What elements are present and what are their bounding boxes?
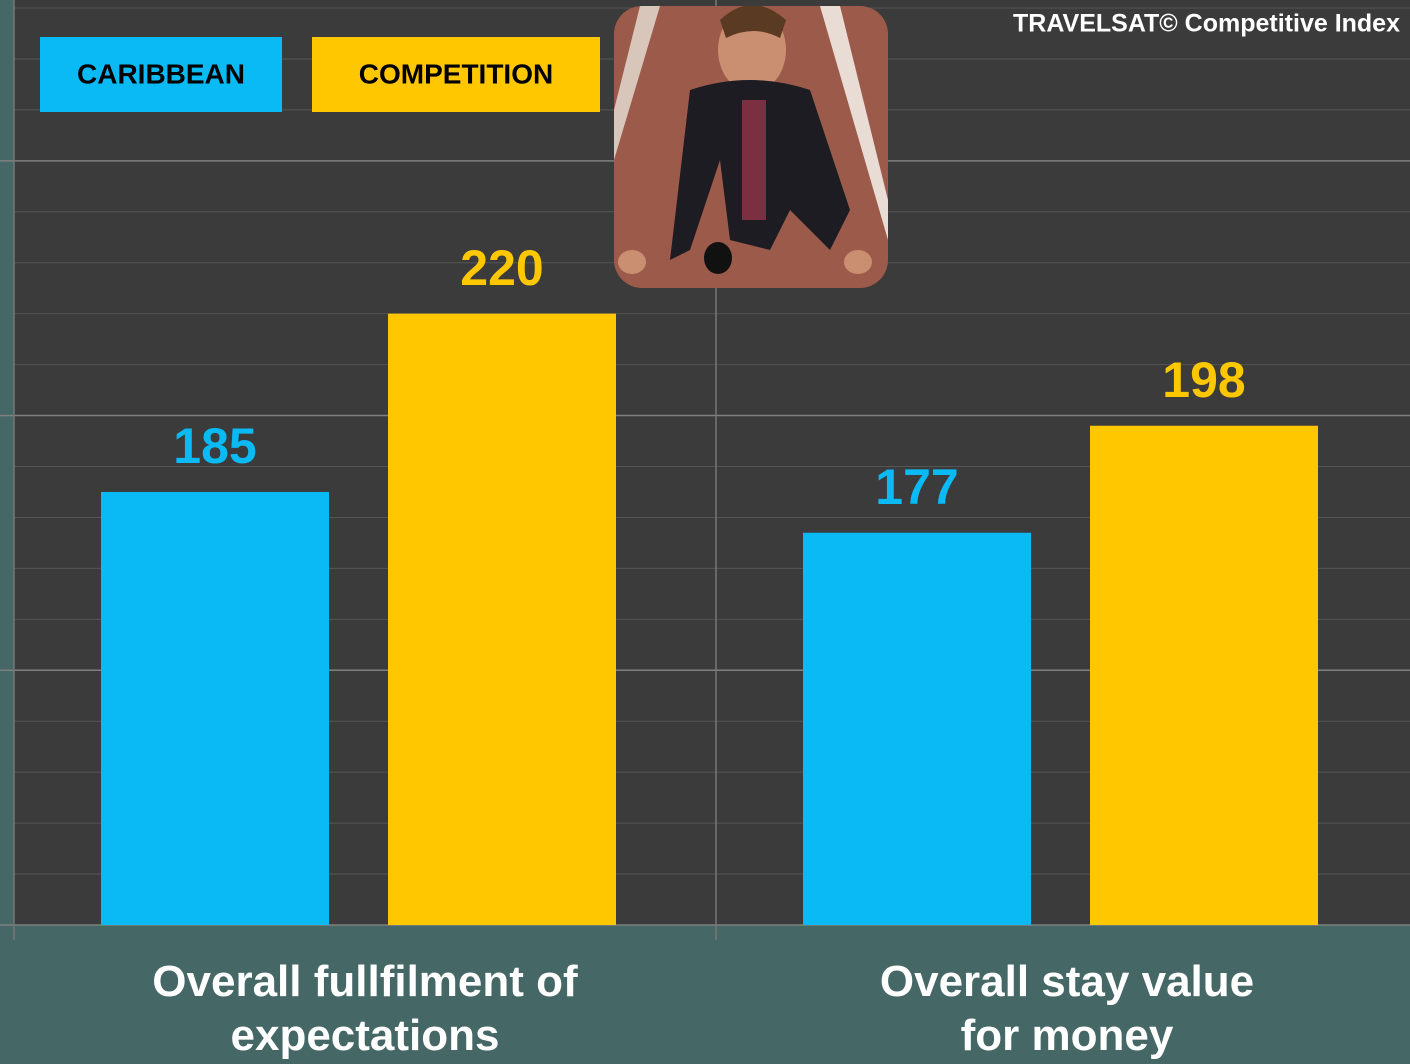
legend-label: CARIBBEAN [77,58,245,89]
bar [101,492,329,925]
category-label: Overall fullfilment of expectations [45,955,685,1063]
value-label: 220 [460,240,543,296]
photo [614,5,888,288]
value-label: 198 [1162,352,1245,408]
chart-title: TRAVELSAT© Competitive Index [1013,10,1400,38]
bar [1090,426,1318,925]
page: CARIBBEAN COMPETITION TRAVELSAT© Competit… [0,0,1410,1064]
value-label: 185 [173,418,256,474]
value-label: 177 [875,459,958,515]
legend-label: COMPETITION [359,58,553,89]
bar [388,314,616,925]
category-label: Overall stay value for money [747,955,1387,1063]
bar [803,533,1031,925]
chart: CARIBBEAN COMPETITION TRAVELSAT© Competit… [0,0,1410,1064]
